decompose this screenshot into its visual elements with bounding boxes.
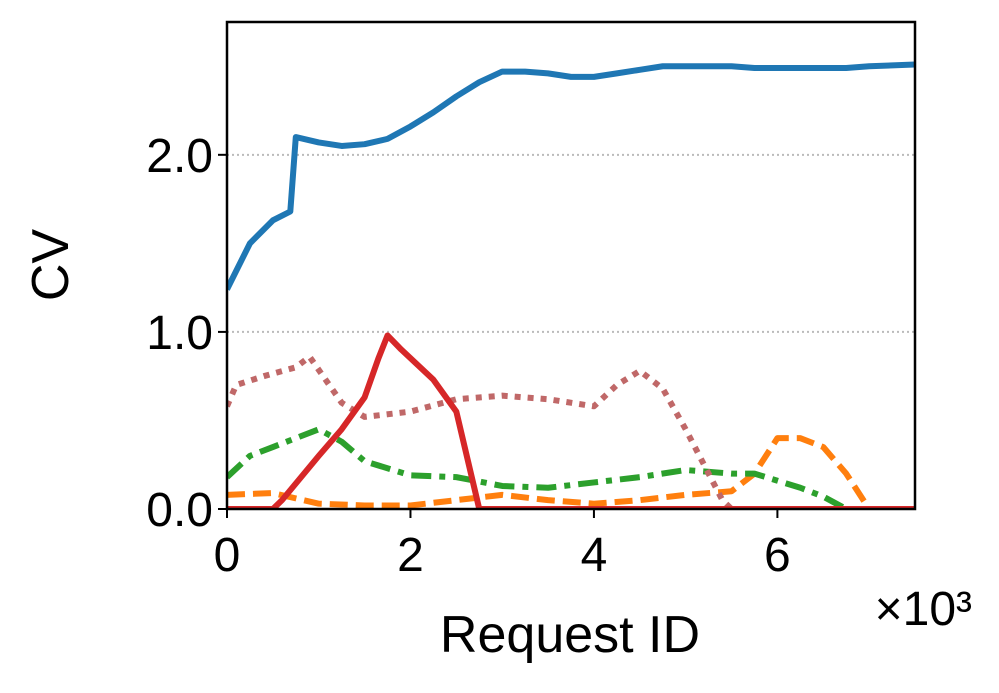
x-offset-label: ×10³: [875, 583, 972, 636]
x-tick-label: 2: [397, 529, 424, 582]
series-line: [227, 435, 915, 509]
x-tick-label: 4: [581, 529, 608, 582]
y-tick-label: 1.0: [146, 307, 213, 360]
y-tick-label: 2.0: [146, 130, 213, 183]
x-axis-label: Request ID: [440, 606, 700, 664]
plot-frame: [225, 20, 917, 511]
x-tick-label: 0: [214, 529, 241, 582]
series-line: [227, 332, 915, 509]
x-tick-label: 6: [764, 529, 791, 582]
y-axis-label: CV: [22, 229, 80, 302]
y-tick-label: 0.0: [146, 484, 213, 537]
series-line: [227, 61, 915, 291]
series-line: [227, 426, 915, 509]
